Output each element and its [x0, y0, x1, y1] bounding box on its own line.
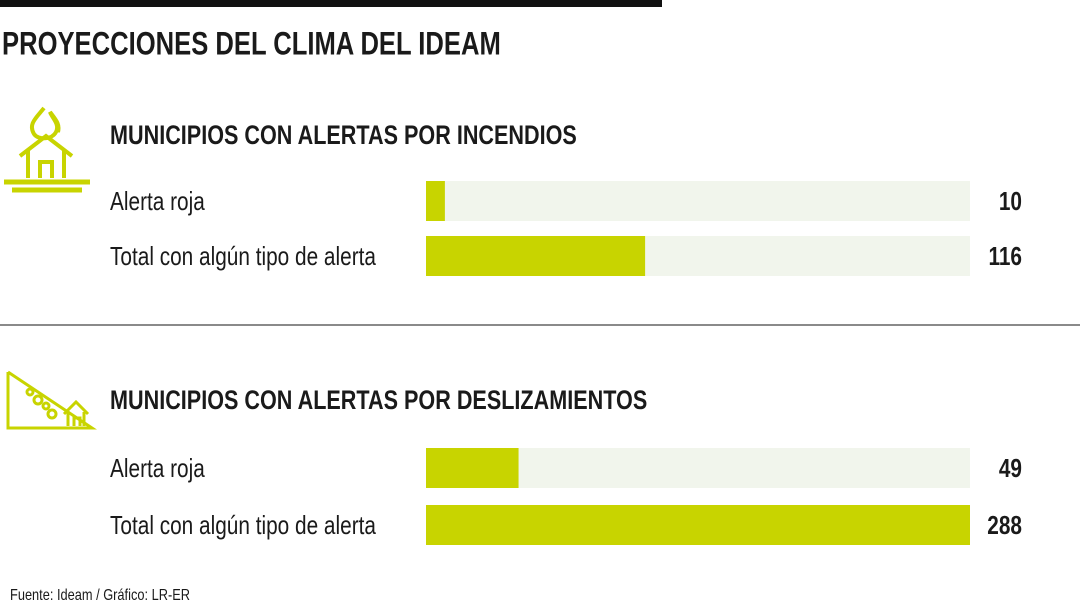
category-label: Alerta roja [110, 453, 205, 483]
category-label: Total con algún tipo de alerta [110, 510, 376, 540]
source: Fuente: Ideam / Gráfico: LR-ER [10, 587, 190, 604]
value-label: 49 [999, 453, 1022, 483]
main-title: PROYECCIONES DEL CLIMA DEL IDEAM [2, 25, 501, 61]
chart-title: MUNICIPIOS CON ALERTAS POR DESLIZAMIENTO… [110, 385, 647, 415]
value-label: 10 [999, 186, 1022, 216]
bar [426, 236, 646, 276]
category-label: Total con algún tipo de alerta [110, 241, 376, 271]
value-label: 116 [988, 241, 1022, 271]
chart-title: MUNICIPIOS CON ALERTAS POR INCENDIOS [110, 120, 577, 150]
value-label: 288 [987, 510, 1022, 540]
fire-icon [4, 106, 90, 193]
bar [426, 181, 445, 221]
bar [426, 448, 519, 488]
bar-track [426, 181, 970, 221]
category-label: Alerta roja [110, 186, 205, 216]
landslide-icon [6, 370, 97, 430]
top-rule [0, 0, 662, 7]
bar [426, 505, 970, 545]
